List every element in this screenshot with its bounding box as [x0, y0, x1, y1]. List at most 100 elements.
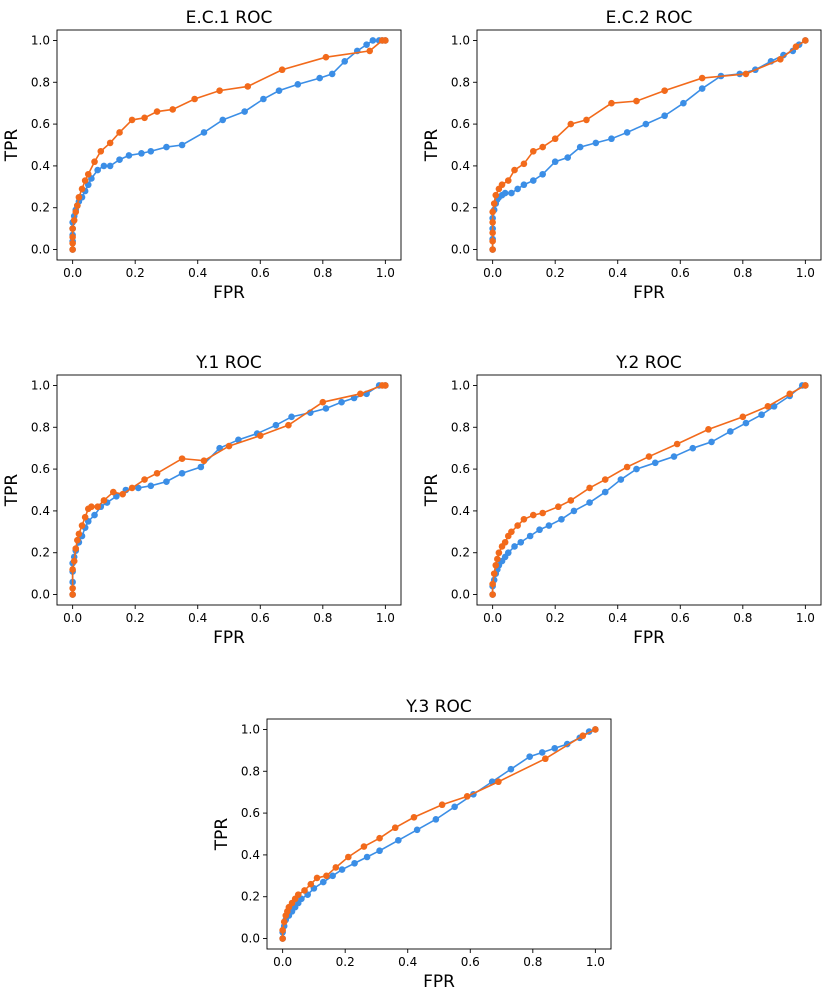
y-tick-label: 0.4 — [241, 848, 260, 862]
data-point-orange — [94, 503, 101, 511]
y-tick-label: 0.4 — [451, 504, 470, 518]
data-point-orange — [78, 185, 86, 193]
data-point-blue — [517, 538, 525, 546]
data-point-orange — [567, 120, 575, 128]
data-point-orange — [357, 390, 364, 398]
data-point-orange — [673, 440, 681, 448]
y-tick-label: 0.4 — [31, 504, 50, 518]
data-point-blue — [526, 753, 533, 760]
data-point-orange — [623, 463, 631, 471]
data-point-blue — [592, 139, 600, 147]
y-tick-label: 0.6 — [241, 806, 260, 820]
data-point-blue — [514, 185, 521, 193]
data-point-blue — [633, 465, 640, 473]
data-point-blue — [275, 87, 283, 94]
x-tick-label: 0.0 — [63, 266, 82, 280]
x-tick-label: 0.4 — [398, 955, 417, 969]
data-point-blue — [551, 744, 559, 752]
data-point-blue — [369, 37, 377, 44]
data-point-orange — [498, 181, 506, 189]
data-point-orange — [279, 926, 286, 934]
data-point-orange — [489, 237, 496, 245]
y-tick-label: 0.2 — [451, 546, 470, 560]
data-point-orange — [579, 732, 587, 740]
data-point-orange — [153, 469, 161, 477]
data-point-orange — [551, 135, 559, 143]
data-point-blue — [294, 81, 302, 88]
data-point-blue — [758, 411, 765, 419]
data-point-orange — [391, 824, 399, 832]
data-point-blue — [138, 150, 145, 157]
chart-title: Y.1 ROC — [195, 353, 262, 373]
data-point-blue — [538, 749, 546, 756]
data-point-blue — [116, 156, 123, 163]
data-point-blue — [322, 405, 330, 412]
data-point-blue — [338, 866, 346, 873]
data-point-orange — [438, 801, 446, 809]
x-tick-label: 0.4 — [608, 611, 627, 625]
data-point-orange — [777, 55, 784, 63]
data-point-orange — [489, 580, 496, 588]
data-point-orange — [278, 66, 286, 74]
x-tick-label: 0.8 — [313, 266, 332, 280]
data-point-orange — [495, 778, 502, 786]
data-point-orange — [786, 390, 794, 398]
data-point-orange — [69, 239, 76, 247]
data-point-orange — [301, 887, 308, 894]
y-axis-label: TPR — [212, 818, 232, 852]
data-point-orange — [608, 99, 615, 107]
y-tick-label: 0.0 — [451, 588, 470, 602]
data-point-blue — [539, 170, 546, 178]
data-point-orange — [141, 476, 148, 483]
axes-frame — [476, 374, 822, 606]
data-point-orange — [567, 497, 575, 504]
data-point-orange — [69, 233, 76, 241]
x-tick-label: 1.0 — [376, 611, 395, 625]
y-tick-label: 0.8 — [31, 75, 50, 89]
x-axis-label: FPR — [213, 283, 245, 303]
y-tick-label: 0.2 — [451, 201, 470, 215]
data-point-orange — [88, 503, 95, 511]
data-point-orange — [508, 528, 515, 536]
data-point-blue — [536, 526, 543, 534]
data-point-orange — [256, 432, 264, 439]
x-tick-label: 0.2 — [546, 611, 565, 625]
data-point-blue — [545, 522, 553, 529]
data-point-blue — [742, 419, 750, 427]
data-point-blue — [617, 476, 625, 483]
data-point-orange — [69, 225, 76, 232]
data-point-orange — [119, 490, 126, 498]
x-tick-label: 1.0 — [796, 266, 815, 280]
x-tick-label: 1.0 — [586, 955, 605, 969]
data-point-blue — [163, 478, 170, 485]
data-point-orange — [244, 83, 252, 90]
data-point-orange — [490, 200, 498, 207]
data-point-orange — [332, 864, 340, 871]
series-line-blue — [491, 384, 806, 595]
data-point-orange — [739, 413, 747, 421]
data-point-orange — [792, 43, 800, 51]
data-point-blue — [551, 158, 559, 166]
data-point-orange — [322, 53, 330, 61]
data-point-orange — [489, 591, 496, 598]
data-point-orange — [313, 874, 321, 882]
data-point-blue — [100, 162, 108, 170]
y-tick-label: 1.0 — [451, 33, 470, 47]
data-point-blue — [328, 70, 336, 78]
data-point-orange — [109, 488, 117, 496]
data-point-orange — [345, 853, 352, 861]
data-point-blue — [520, 181, 528, 189]
data-point-orange — [742, 70, 750, 78]
data-point-blue — [147, 482, 155, 490]
y-tick-label: 0.6 — [451, 117, 470, 131]
data-point-orange — [489, 246, 496, 253]
data-point-orange — [69, 584, 76, 592]
data-point-blue — [680, 99, 687, 107]
data-point-orange — [81, 513, 89, 521]
data-point-orange — [225, 442, 233, 450]
data-point-orange — [75, 530, 83, 538]
x-tick-label: 0.2 — [126, 266, 145, 280]
y-tick-label: 1.0 — [241, 722, 260, 736]
x-tick-label: 1.0 — [796, 611, 815, 625]
data-point-orange — [81, 177, 89, 184]
